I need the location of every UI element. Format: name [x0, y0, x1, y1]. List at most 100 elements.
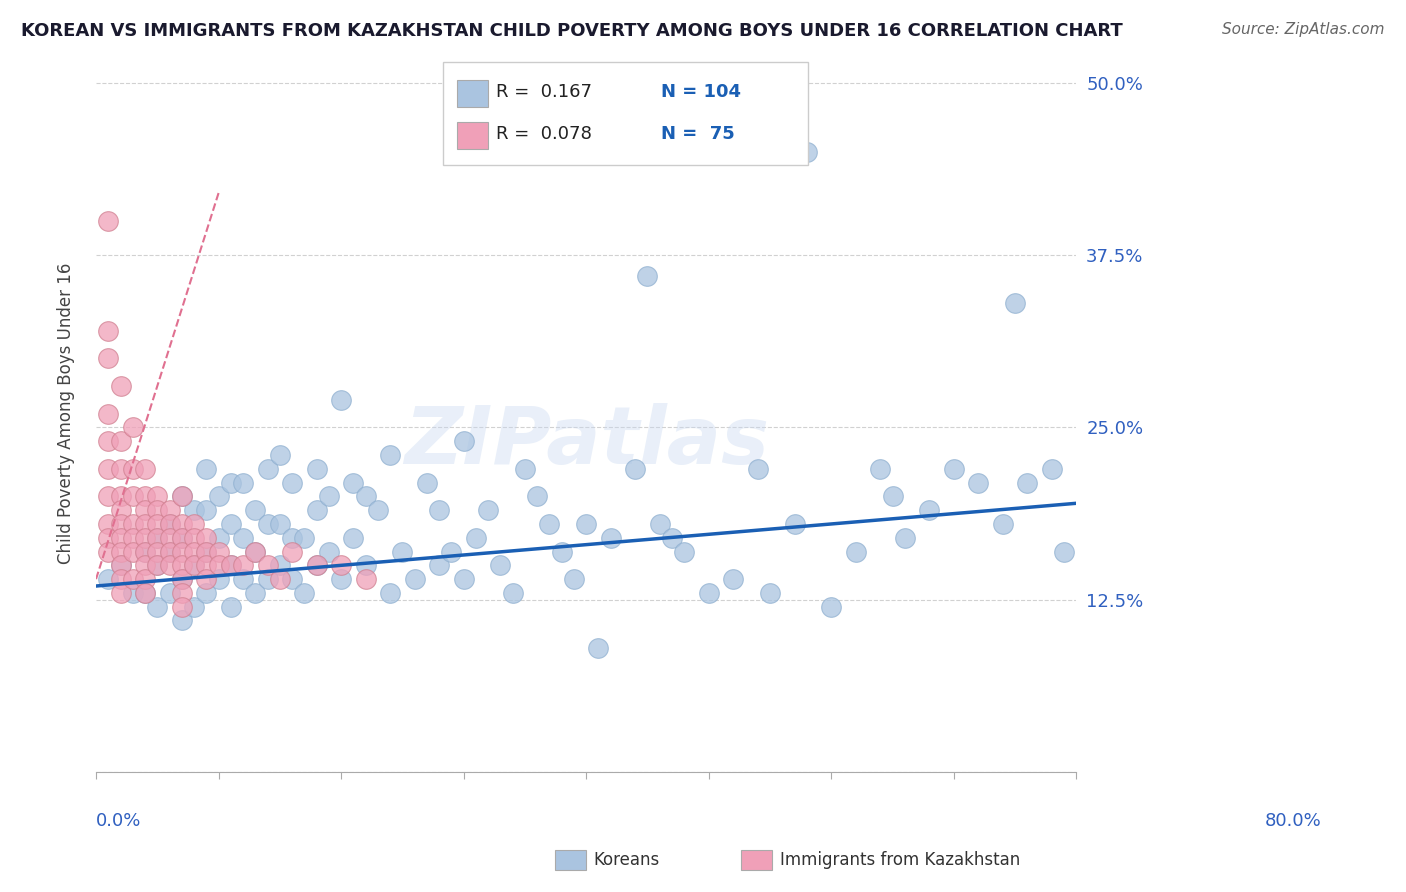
Point — [97, 407, 120, 421]
Point — [207, 558, 229, 573]
Point — [170, 614, 193, 628]
Point — [110, 462, 132, 476]
Point — [195, 586, 218, 600]
Point — [146, 599, 169, 614]
Point — [747, 462, 769, 476]
Point — [146, 531, 169, 545]
Point — [97, 324, 120, 338]
Point — [110, 489, 132, 503]
Text: R =  0.167: R = 0.167 — [496, 83, 592, 101]
Point — [219, 558, 242, 573]
Point — [170, 531, 193, 545]
Point — [134, 586, 156, 600]
Point — [245, 544, 267, 558]
Point — [121, 544, 143, 558]
Point — [281, 572, 304, 586]
Point — [183, 503, 205, 517]
Point — [281, 531, 304, 545]
Point — [440, 544, 463, 558]
Point — [391, 544, 413, 558]
Text: N =  75: N = 75 — [661, 125, 734, 143]
Point — [245, 503, 267, 517]
Point — [183, 599, 205, 614]
Point — [281, 475, 304, 490]
Point — [134, 503, 156, 517]
Point — [159, 516, 181, 531]
Point — [538, 516, 561, 531]
Point — [269, 558, 291, 573]
Point — [207, 572, 229, 586]
Point — [292, 531, 315, 545]
Point — [170, 531, 193, 545]
Point — [97, 544, 120, 558]
Point — [195, 572, 218, 586]
Point — [219, 516, 242, 531]
Point — [318, 489, 340, 503]
Point — [183, 558, 205, 573]
Point — [648, 516, 671, 531]
Text: Immigrants from Kazakhstan: Immigrants from Kazakhstan — [780, 851, 1021, 869]
Point — [183, 516, 205, 531]
Point — [170, 516, 193, 531]
Point — [305, 558, 328, 573]
Point — [121, 420, 143, 434]
Point — [330, 572, 353, 586]
Point — [342, 475, 364, 490]
Point — [110, 558, 132, 573]
Point — [134, 489, 156, 503]
Point — [170, 599, 193, 614]
Point — [661, 531, 683, 545]
Point — [134, 462, 156, 476]
Point — [281, 544, 304, 558]
Point — [219, 475, 242, 490]
Point — [1053, 544, 1076, 558]
Point — [918, 503, 941, 517]
Y-axis label: Child Poverty Among Boys Under 16: Child Poverty Among Boys Under 16 — [58, 263, 75, 565]
Text: 0.0%: 0.0% — [96, 812, 142, 830]
Point — [588, 641, 610, 656]
Point — [256, 462, 278, 476]
Text: 80.0%: 80.0% — [1265, 812, 1322, 830]
Point — [97, 434, 120, 449]
Point — [97, 489, 120, 503]
Point — [354, 558, 377, 573]
Point — [121, 572, 143, 586]
Point — [256, 516, 278, 531]
Point — [637, 268, 659, 283]
Point — [121, 531, 143, 545]
Point — [170, 572, 193, 586]
Point — [183, 531, 205, 545]
Point — [232, 572, 254, 586]
Point — [121, 586, 143, 600]
Point — [269, 448, 291, 462]
Point — [97, 462, 120, 476]
Point — [146, 544, 169, 558]
Point — [354, 572, 377, 586]
Point — [232, 558, 254, 573]
Point — [723, 572, 745, 586]
Point — [134, 558, 156, 573]
Point — [759, 586, 782, 600]
Point — [942, 462, 965, 476]
Point — [882, 489, 904, 503]
Point — [464, 531, 486, 545]
Point — [159, 558, 181, 573]
Point — [219, 558, 242, 573]
Point — [624, 462, 647, 476]
Point — [232, 531, 254, 545]
Point — [146, 516, 169, 531]
Point — [110, 503, 132, 517]
Point — [404, 572, 426, 586]
Point — [673, 544, 696, 558]
Text: N = 104: N = 104 — [661, 83, 741, 101]
Point — [134, 531, 156, 545]
Point — [110, 558, 132, 573]
Point — [170, 544, 193, 558]
Point — [305, 503, 328, 517]
Point — [869, 462, 891, 476]
Point — [354, 489, 377, 503]
Point — [502, 586, 524, 600]
Point — [416, 475, 439, 490]
Point — [967, 475, 990, 490]
Point — [195, 544, 218, 558]
